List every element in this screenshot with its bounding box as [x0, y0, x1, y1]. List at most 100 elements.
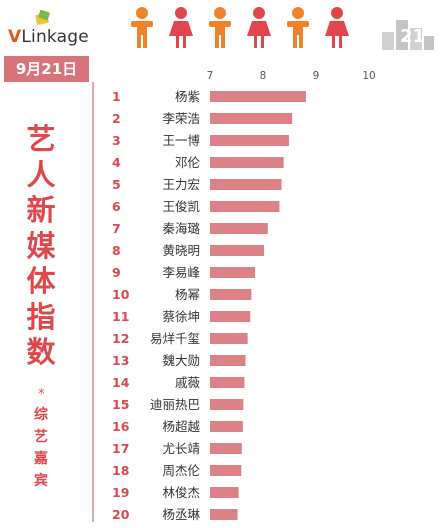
rank-label: 7 — [112, 221, 121, 236]
data-label: 8.31 — [287, 201, 312, 214]
bar — [210, 443, 242, 454]
date-label: 9月21日 — [4, 56, 89, 82]
x-tick-label: 7 — [207, 70, 214, 82]
side-subtitle-char: 艺 — [34, 429, 48, 445]
rank-label: 10 — [112, 287, 130, 302]
bar — [210, 311, 251, 322]
category-label: 李易峰 — [162, 265, 200, 280]
bar — [210, 267, 256, 278]
side-title-char: 指 — [26, 299, 56, 334]
bar — [210, 465, 242, 476]
x-tick-label: 9 — [313, 70, 320, 82]
rank-label: 15 — [112, 397, 129, 412]
deco-text: 21 — [400, 26, 425, 47]
data-label: 7.59 — [249, 465, 274, 478]
rank-label: 13 — [112, 353, 129, 368]
side-subtitle: 综 艺 嘉 宾 — [26, 404, 56, 492]
side-title-char: 人 — [26, 157, 56, 192]
side-title-asterisk: * — [38, 387, 45, 402]
rank-label: 9 — [112, 265, 121, 280]
rank-label: 20 — [112, 507, 130, 522]
rank-label: 8 — [112, 243, 121, 258]
data-label: 7.65 — [252, 377, 277, 390]
category-label: 尤长靖 — [162, 441, 200, 456]
category-label: 王力宏 — [162, 177, 200, 192]
header: VLinkage 21 — [0, 0, 443, 62]
male-person-icon — [287, 7, 309, 48]
rank-label: 12 — [112, 331, 129, 346]
data-label: 8.35 — [290, 179, 315, 192]
bar — [210, 179, 282, 190]
side-title-char: 艺 — [26, 122, 56, 156]
bar — [210, 487, 239, 498]
side-title-char: 媒 — [26, 228, 56, 263]
logo-text: VLinkage — [8, 27, 89, 47]
data-label: 7.76 — [258, 311, 283, 324]
rank-label: 2 — [112, 111, 121, 126]
male-person-icon — [131, 7, 153, 48]
category-label: 周杰伦 — [162, 463, 200, 478]
logo-box-icon — [35, 10, 50, 26]
rank-label: 11 — [112, 309, 129, 324]
male-person-icon — [209, 7, 231, 48]
logo-text-rest: Linkage — [21, 27, 89, 47]
category-label: 黄晓明 — [162, 243, 200, 258]
data-label: 7.78 — [259, 289, 284, 302]
rank-label: 17 — [112, 441, 129, 456]
data-label: 7.71 — [256, 333, 281, 346]
category-label: 王一博 — [162, 133, 200, 148]
data-label: 7.52 — [246, 509, 271, 522]
data-label: 8.39 — [292, 157, 317, 170]
category-label: 秦海璐 — [162, 221, 200, 236]
bar — [210, 421, 243, 432]
female-person-icon — [325, 7, 349, 48]
side-subtitle-char: 综 — [34, 407, 48, 423]
side-title: 艺 人 新 媒 体 指 数 — [18, 122, 64, 371]
bar — [210, 223, 268, 234]
category-label: 林俊杰 — [162, 485, 200, 500]
rank-label: 5 — [112, 177, 121, 192]
data-label: 7.63 — [251, 399, 276, 412]
data-label: 8.02 — [272, 245, 297, 258]
bar — [210, 201, 280, 212]
data-label: 8.09 — [276, 223, 301, 236]
rank-label: 6 — [112, 199, 121, 214]
category-label: 邓伦 — [175, 155, 201, 170]
bar — [210, 289, 252, 300]
female-person-icon — [247, 7, 271, 48]
bar — [210, 245, 265, 256]
data-label: 7.6 — [250, 443, 267, 456]
category-label: 易烊千玺 — [150, 331, 200, 346]
female-person-icon — [169, 7, 193, 48]
side-title-char: 体 — [26, 264, 56, 298]
category-label: 迪丽热巴 — [150, 397, 200, 412]
vlinkage-logo[interactable]: VLinkage — [8, 10, 98, 54]
bar — [210, 377, 245, 388]
data-label: 8.49 — [297, 135, 322, 148]
category-label: 杨紫 — [175, 89, 200, 104]
bar — [210, 113, 293, 124]
bar — [210, 355, 246, 366]
category-label: 杨超越 — [162, 419, 200, 434]
rank-label: 3 — [112, 133, 121, 148]
data-label: 7.62 — [251, 421, 275, 434]
rank-label: 19 — [112, 485, 129, 500]
x-tick-label: 8 — [260, 70, 267, 82]
rank-label: 1 — [112, 89, 121, 104]
data-label: 8.55 — [300, 113, 325, 126]
data-label: 8.81 — [314, 91, 339, 104]
decorative-21-icon: 21 — [382, 20, 434, 50]
bar — [210, 509, 238, 520]
rank-label: 14 — [112, 375, 130, 390]
category-label: 蔡徐坤 — [162, 309, 200, 324]
side-title-char: 新 — [26, 193, 56, 227]
rank-label: 4 — [112, 155, 121, 170]
category-label: 魏大勋 — [162, 353, 200, 368]
rank-label: 18 — [112, 463, 129, 478]
divider — [92, 82, 94, 522]
side-subtitle-char: 嘉 — [34, 451, 48, 467]
side-title-char: 数 — [26, 335, 56, 369]
data-label: 7.67 — [254, 355, 279, 368]
side-subtitle-char: 宾 — [34, 473, 48, 489]
